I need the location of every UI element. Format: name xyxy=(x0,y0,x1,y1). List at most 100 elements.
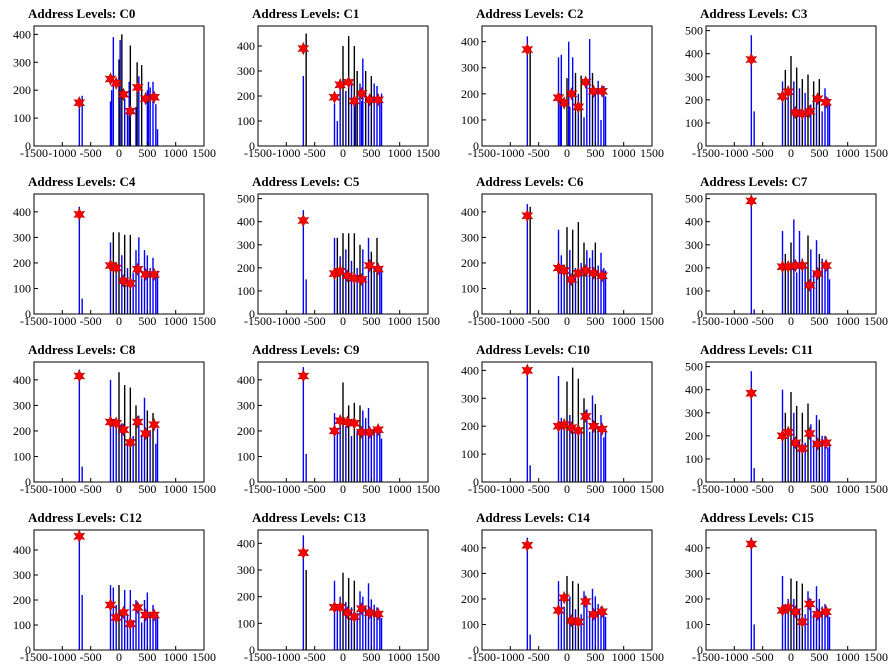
chart-title: Address Levels: C1 xyxy=(252,6,359,21)
peak-marker xyxy=(558,590,571,605)
x-tick-label: -1000 xyxy=(720,650,748,664)
peak-marker xyxy=(110,76,123,90)
peak-marker xyxy=(139,608,152,622)
y-tick-label: 0 xyxy=(473,475,479,489)
x-tick-label: 1500 xyxy=(640,146,664,160)
peak-marker xyxy=(820,95,832,109)
y-tick-label: 400 xyxy=(685,541,703,555)
x-tick-label: 1500 xyxy=(192,482,216,496)
peak-marker xyxy=(587,266,600,280)
y-tick-label: 400 xyxy=(685,215,703,229)
y-tick-label: 0 xyxy=(249,139,255,153)
peak-marker xyxy=(372,607,384,621)
x-tick-label: -500 xyxy=(304,482,326,496)
y-tick-label: 200 xyxy=(237,261,255,275)
peak-marker xyxy=(148,267,160,282)
x-tick-label: 1000 xyxy=(836,650,860,664)
x-tick-label: -500 xyxy=(752,482,774,496)
x-tick-label: -1500 xyxy=(244,146,272,160)
x-tick-label: 1500 xyxy=(864,314,888,328)
peak-marker xyxy=(131,415,144,429)
x-tick-label: -500 xyxy=(528,146,550,160)
x-tick-label: 1000 xyxy=(612,482,636,496)
peak-marker xyxy=(110,416,123,431)
x-tick-label: 1000 xyxy=(612,650,636,664)
x-tick-label: -500 xyxy=(304,146,326,160)
y-tick-label: 0 xyxy=(25,475,31,489)
x-tick-label: 1500 xyxy=(416,314,440,328)
peak-marker xyxy=(565,272,578,287)
chart-title: Address Levels: C3 xyxy=(700,6,808,21)
x-tick-label: 1500 xyxy=(416,482,440,496)
y-tick-label: 0 xyxy=(697,643,703,657)
chart-title: Address Levels: C7 xyxy=(700,174,808,189)
x-tick-label: -500 xyxy=(80,314,102,328)
x-tick-label: 1000 xyxy=(388,314,412,328)
chart-panel: Address Levels: C13 0 100 200 300 400 -1500 -10… xyxy=(237,510,440,664)
chart-title: Address Levels: C13 xyxy=(252,510,366,525)
x-tick-label: -500 xyxy=(80,650,102,664)
x-tick-label: -1000 xyxy=(720,482,748,496)
chart-panel: Address Levels: C1 0 100 200 300 400 -1500 -100… xyxy=(237,6,440,160)
x-tick-label: -1500 xyxy=(20,146,48,160)
peak-marker xyxy=(348,416,361,431)
chart-panel: Address Levels: C15 0 100 200 300 400 -1500 -10… xyxy=(685,510,888,664)
chart-title: Address Levels: C14 xyxy=(476,510,590,525)
x-tick-label: 1000 xyxy=(164,314,188,328)
chart-panel: Address Levels: C30100200300400500-1500-… xyxy=(685,6,888,160)
x-tick-label: -1000 xyxy=(720,314,748,328)
peak-marker xyxy=(820,604,832,619)
x-tick-label: 1500 xyxy=(864,146,888,160)
y-tick-label: 200 xyxy=(461,419,479,433)
x-tick-label: 0 xyxy=(564,650,570,664)
x-tick-label: -1500 xyxy=(468,650,496,664)
x-tick-label: -1000 xyxy=(48,314,76,328)
peak-marker xyxy=(811,91,824,106)
y-tick-label: 200 xyxy=(237,590,255,604)
x-tick-label: 500 xyxy=(138,146,156,160)
chart-title: Address Levels: C9 xyxy=(252,342,360,357)
peak-marker xyxy=(124,617,137,631)
chart-panel: Address Levels: C14 0 100 200 300 400 -1500 -10… xyxy=(461,510,664,664)
peak-marker xyxy=(565,420,578,435)
peak-marker xyxy=(803,104,816,119)
y-tick-label: 400 xyxy=(685,47,703,61)
y-tick-label: 200 xyxy=(685,261,703,275)
x-tick-label: 1500 xyxy=(416,146,440,160)
x-tick-label: -500 xyxy=(528,314,550,328)
y-tick-label: 300 xyxy=(237,398,255,412)
chart-title: Address Levels: C4 xyxy=(28,174,136,189)
y-tick-label: 200 xyxy=(237,89,255,103)
y-tick-label: 300 xyxy=(685,70,703,84)
x-tick-label: -1000 xyxy=(496,146,524,160)
y-tick-label: 300 xyxy=(13,568,31,582)
peak-marker xyxy=(334,264,347,279)
chart-panel: Address Levels: C2 0 100 200 300 400 -1500 -100… xyxy=(461,6,664,160)
x-tick-label: 1000 xyxy=(612,314,636,328)
x-tick-label: -1500 xyxy=(468,482,496,496)
x-tick-label: 500 xyxy=(810,650,828,664)
y-tick-label: 400 xyxy=(685,383,703,397)
y-tick-label: 300 xyxy=(461,61,479,75)
peak-marker xyxy=(789,105,802,120)
x-tick-label: 1500 xyxy=(192,314,216,328)
peak-marker xyxy=(124,435,137,450)
y-tick-label: 200 xyxy=(461,592,479,606)
x-tick-label: -1000 xyxy=(48,146,76,160)
y-tick-label: 100 xyxy=(685,452,703,466)
peak-marker xyxy=(745,194,758,208)
peak-marker xyxy=(104,598,117,612)
y-tick-label: 0 xyxy=(473,307,479,321)
x-tick-label: 0 xyxy=(564,482,570,496)
peak-marker xyxy=(328,90,341,105)
peak-marker xyxy=(796,615,809,629)
y-tick-label: 300 xyxy=(13,55,31,69)
x-tick-label: 0 xyxy=(788,650,794,664)
y-tick-label: 300 xyxy=(237,238,255,252)
y-tick-label: 400 xyxy=(13,373,31,387)
x-tick-label: 500 xyxy=(362,482,380,496)
chart-panel: Address Levels: C4 0 100 200 300 400 -1500 -100… xyxy=(13,174,216,328)
x-tick-label: -1500 xyxy=(692,314,720,328)
peak-marker xyxy=(73,95,86,110)
